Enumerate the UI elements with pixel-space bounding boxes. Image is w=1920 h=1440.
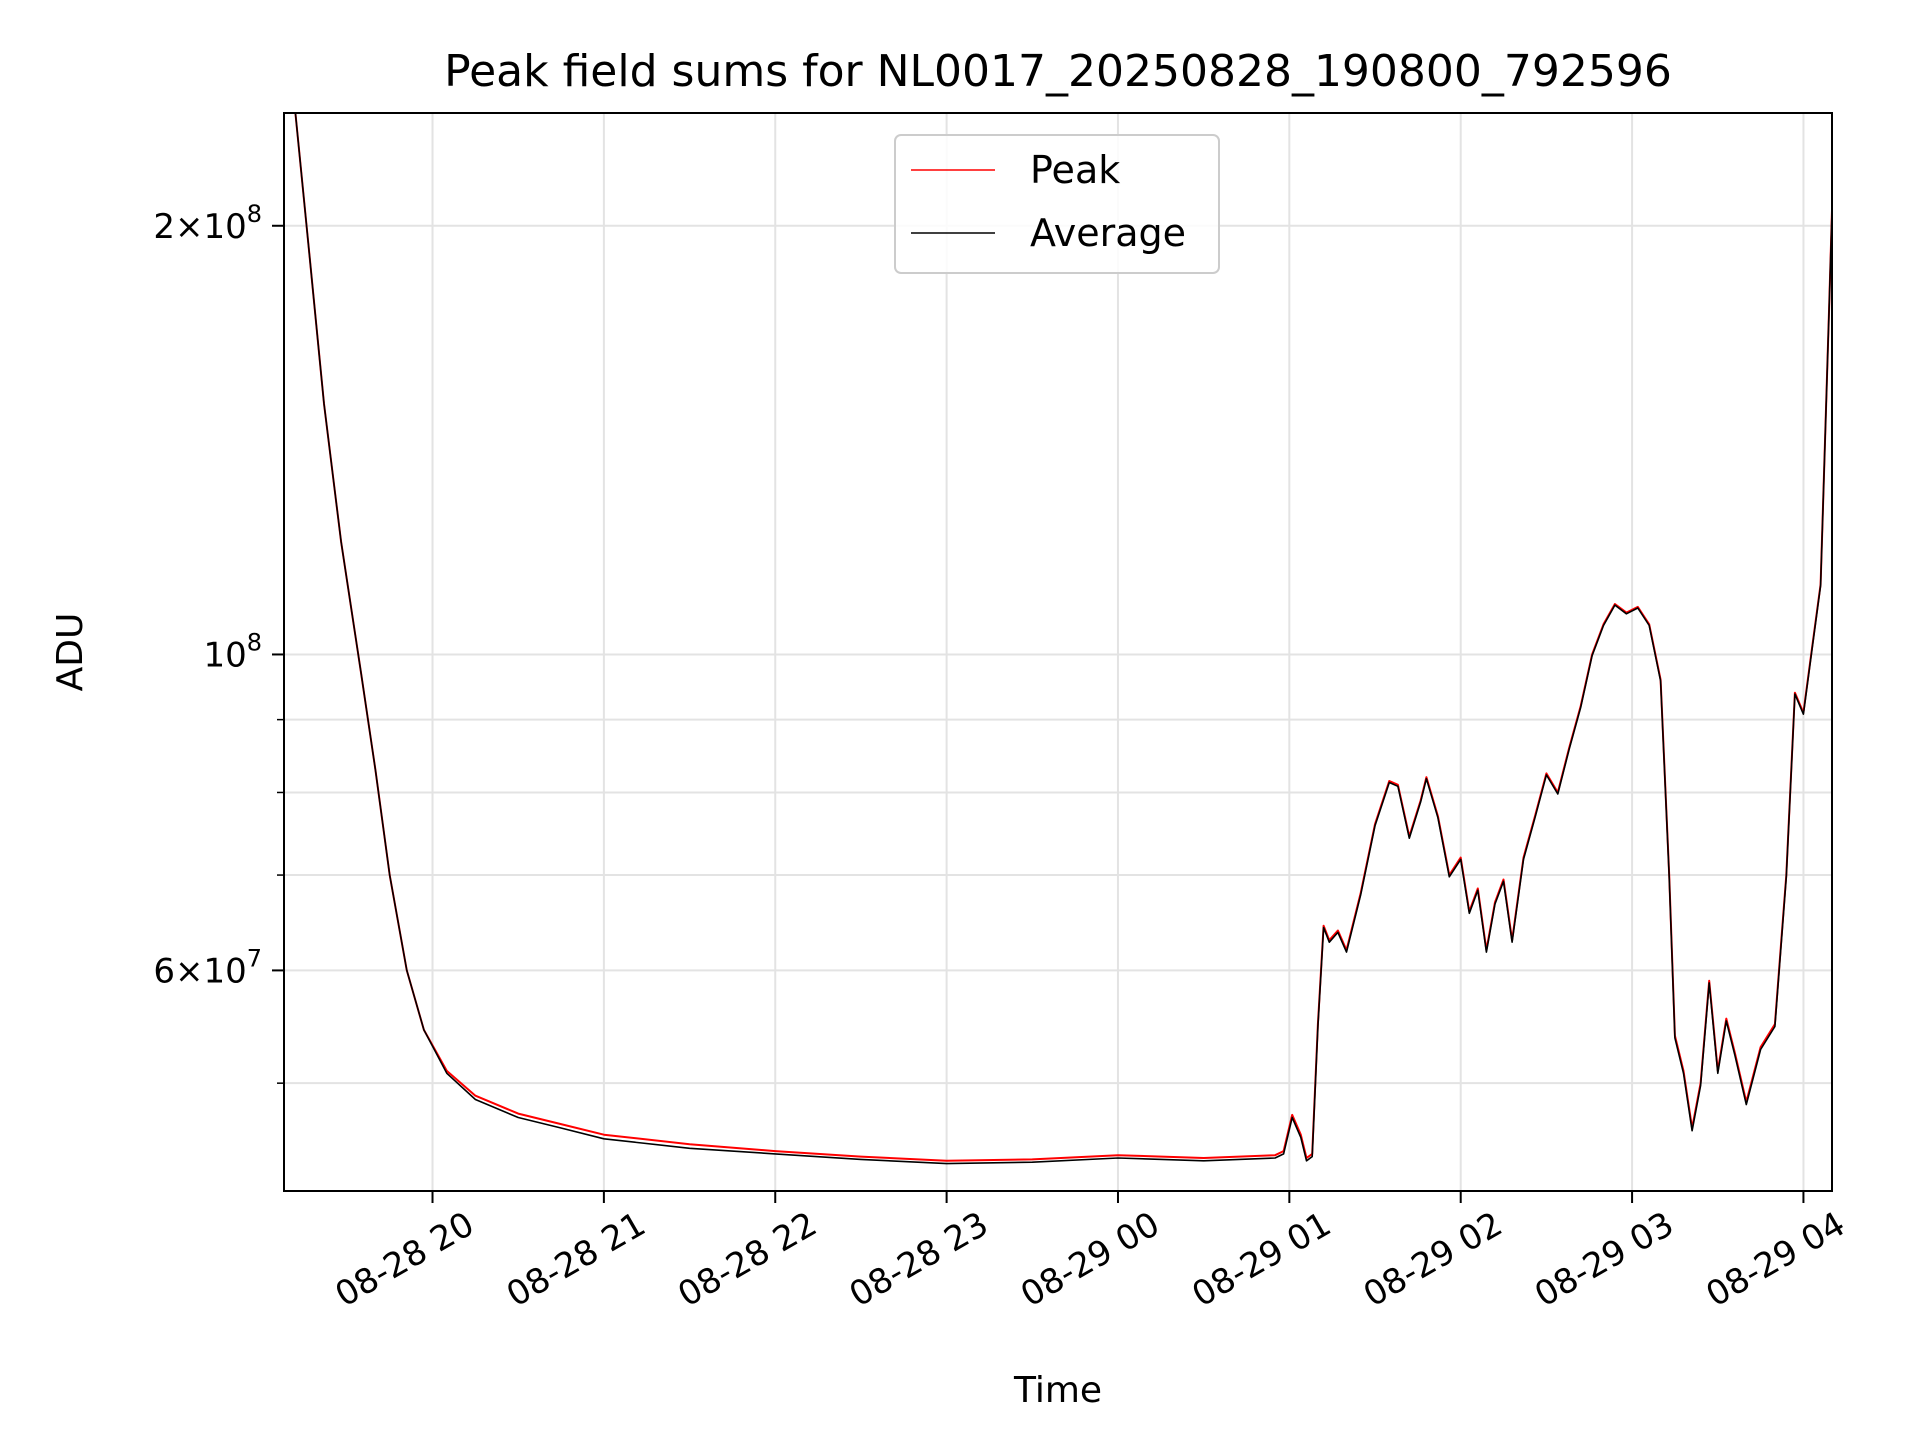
legend: Peak Average [894, 134, 1220, 274]
y-tick-label: 108 [203, 628, 262, 675]
y-axis: 2×108 108 6×107 [153, 200, 284, 1084]
series-lines [294, 113, 1832, 1165]
y-tick-label: 6×107 [153, 944, 262, 991]
series-line-average [294, 113, 1832, 1165]
y-tick-label: 2×108 [153, 200, 262, 247]
chart-title: Peak field sums for NL0017_20250828_1908… [444, 46, 1672, 97]
plot-frame [283, 112, 1833, 1192]
legend-label-average: Average [1030, 211, 1186, 255]
y-axis-label: ADU [50, 613, 91, 692]
x-axis-label: Time [1013, 1370, 1102, 1411]
legend-label-peak: Peak [1030, 148, 1120, 192]
